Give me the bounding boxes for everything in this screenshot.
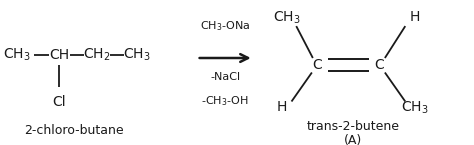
Text: CH$_3$: CH$_3$ <box>401 99 428 116</box>
Text: CH$_2$: CH$_2$ <box>83 47 110 63</box>
Text: C: C <box>374 58 384 72</box>
Text: CH$_3$: CH$_3$ <box>123 47 150 63</box>
Text: C: C <box>313 58 322 72</box>
Text: CH: CH <box>49 48 69 62</box>
Text: -CH$_3$-OH: -CH$_3$-OH <box>201 95 249 108</box>
Text: -NaCl: -NaCl <box>210 72 240 82</box>
Text: CH$_3$-ONa: CH$_3$-ONa <box>200 19 250 33</box>
Text: CH$_3$: CH$_3$ <box>3 47 30 63</box>
Text: trans-2-butene: trans-2-butene <box>307 120 400 133</box>
Text: H: H <box>410 10 420 24</box>
Text: 2-chloro-butane: 2-chloro-butane <box>24 124 123 137</box>
Text: (A): (A) <box>344 134 362 145</box>
Text: Cl: Cl <box>53 95 66 108</box>
Text: CH$_3$: CH$_3$ <box>273 9 301 26</box>
Text: H: H <box>277 100 287 114</box>
